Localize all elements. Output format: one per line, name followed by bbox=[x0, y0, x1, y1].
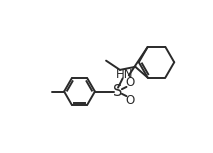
Text: O: O bbox=[126, 76, 135, 89]
Text: O: O bbox=[126, 94, 135, 107]
Text: S: S bbox=[113, 84, 123, 99]
Text: HN: HN bbox=[115, 68, 133, 81]
